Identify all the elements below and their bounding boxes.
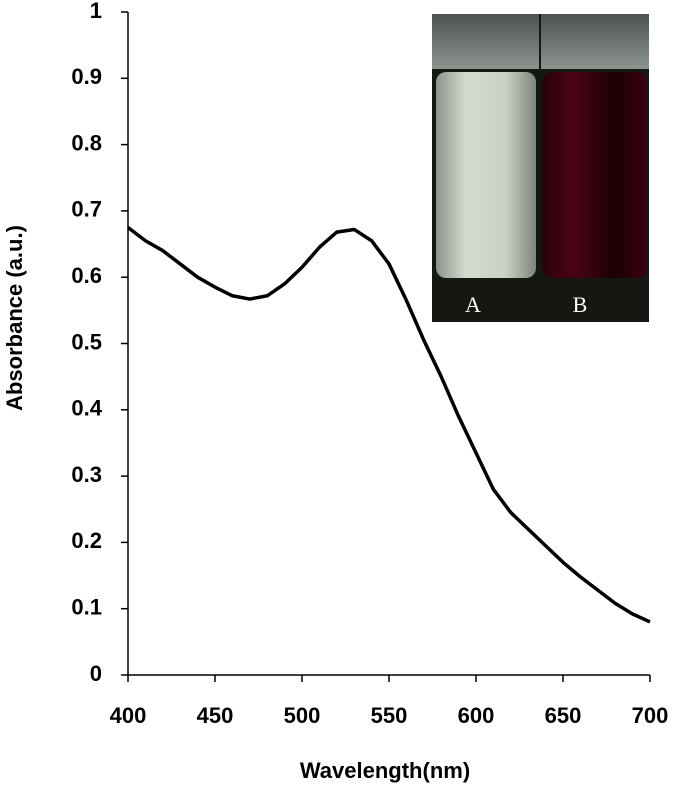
y-tick-label: 0.1 [71,595,102,620]
y-tick-label: 0.6 [71,263,102,288]
inset-label: B [573,292,588,317]
y-tick-label: 0.2 [71,528,102,553]
vial-cap [432,14,539,69]
x-axis-title: Wavelength(nm) [300,758,470,783]
x-tick-label: 500 [284,703,321,728]
y-tick-label: 0 [90,661,102,686]
x-tick-label: 700 [632,703,669,728]
y-tick-label: 0.4 [71,396,102,421]
y-tick-label: 0.8 [71,130,102,155]
y-tick-label: 0.3 [71,462,102,487]
y-tick-label: 0.9 [71,64,102,89]
y-tick-label: 0.5 [71,329,102,354]
x-tick-label: 450 [197,703,234,728]
vial-a [436,72,536,278]
x-tick-label: 650 [545,703,582,728]
inset-photo: A B [432,14,649,322]
y-tick-label: 0.7 [71,197,102,222]
x-tick-label: 600 [458,703,495,728]
x-tick-label: 400 [110,703,147,728]
vial-b [542,72,646,278]
data-line [126,226,651,624]
x-tick-label: 550 [371,703,408,728]
y-tick-label: 1 [90,0,102,23]
y-axis-title: Absorbance (a.u.) [2,225,27,411]
inset-label: A [465,292,481,317]
vial-cap [541,14,649,69]
